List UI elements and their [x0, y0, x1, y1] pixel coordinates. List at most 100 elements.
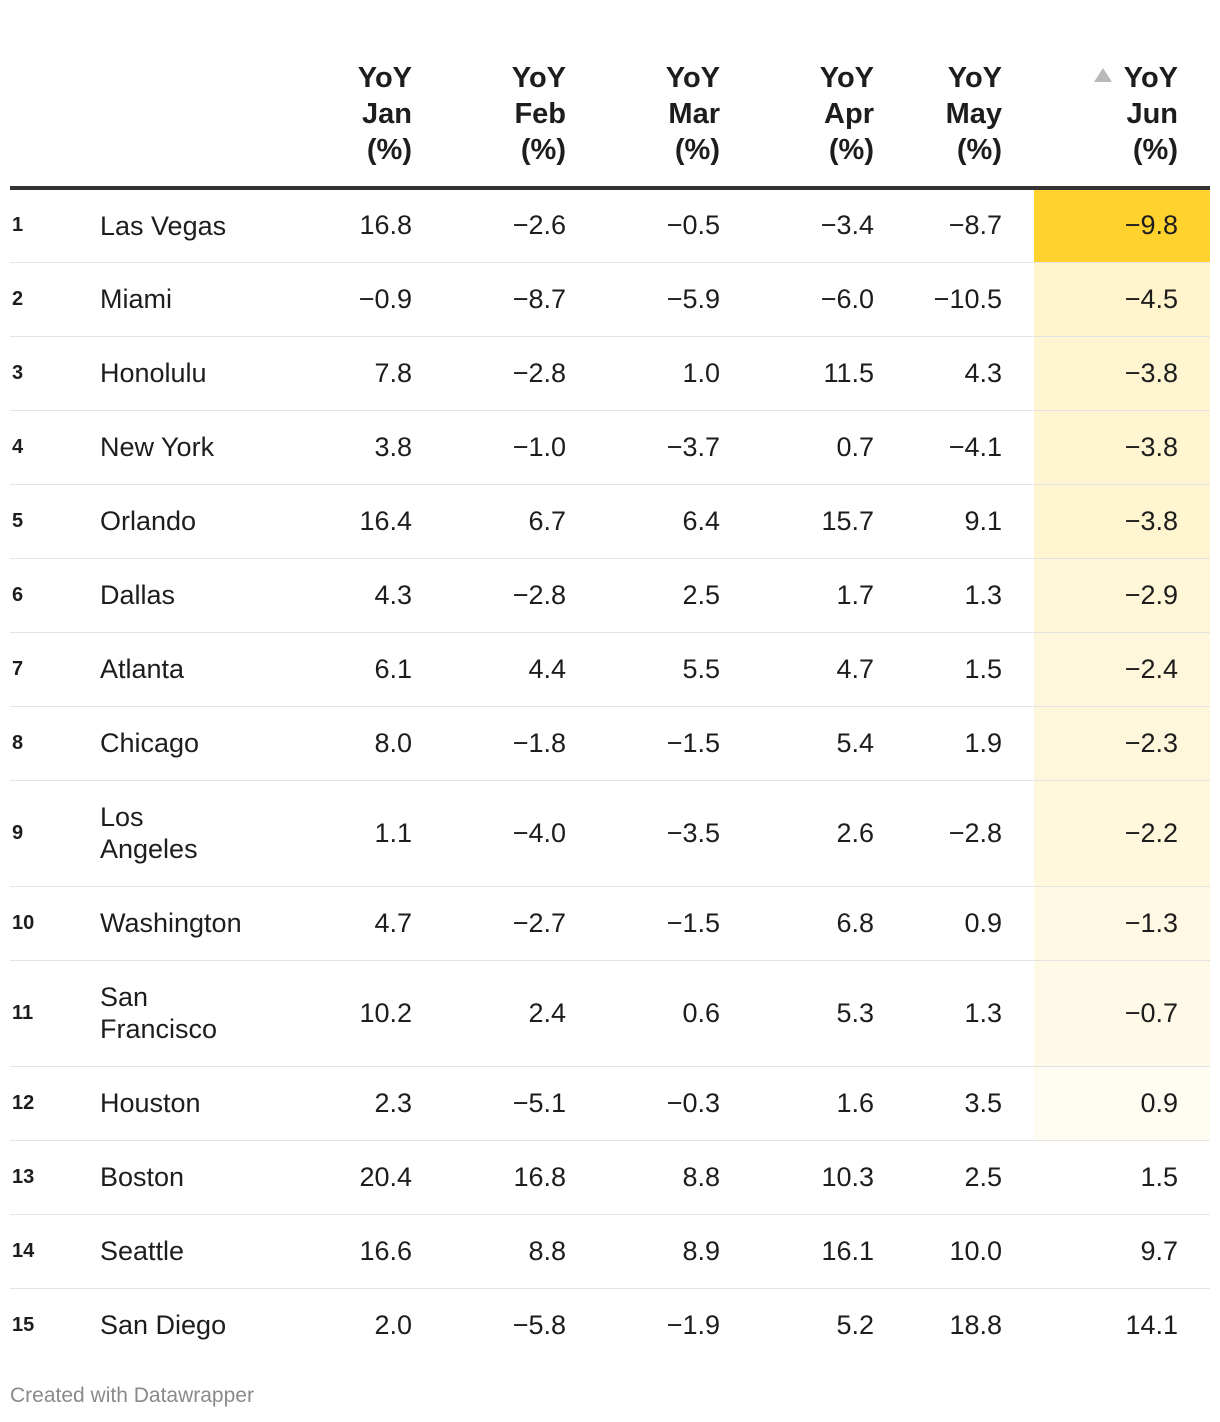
city-cell: Orlando — [100, 484, 262, 559]
value-cell-may: 1.5 — [874, 632, 1034, 707]
value-cell-apr: 16.1 — [720, 1214, 874, 1289]
table-row: 12 Houston 2.3 −5.1 −0.3 1.6 3.5 0.9 — [10, 1066, 1210, 1141]
column-header-line: (%) — [1132, 134, 1178, 166]
rank-cell: 10 — [10, 886, 100, 961]
city-cell: Houston — [100, 1066, 262, 1141]
table-row: 10 Washington 4.7 −2.7 −1.5 6.8 0.9 −1.3 — [10, 886, 1210, 961]
value-cell-jun: −3.8 — [1034, 336, 1210, 411]
column-header-label: YoY Apr (%) — [820, 60, 874, 168]
sort-ascending-icon[interactable] — [1093, 68, 1112, 82]
value-cell-may: −4.1 — [874, 410, 1034, 485]
value-cell-feb: −2.6 — [412, 188, 566, 263]
value-cell-apr: 0.7 — [720, 410, 874, 485]
table-row: 2 Miami −0.9 −8.7 −5.9 −6.0 −10.5 −4.5 — [10, 262, 1210, 337]
value-cell-apr: 1.6 — [720, 1066, 874, 1141]
value-cell-jun: −1.3 — [1034, 886, 1210, 961]
column-header-line: May — [945, 98, 1002, 130]
table-row: 15 San Diego 2.0 −5.8 −1.9 5.2 18.8 14.1 — [10, 1288, 1210, 1362]
value-cell-may: 3.5 — [874, 1066, 1034, 1141]
value-cell-jun: −0.7 — [1034, 960, 1210, 1067]
value-cell-jan: −0.9 — [262, 262, 412, 337]
city-cell: Miami — [100, 262, 262, 337]
column-header-jan[interactable]: YoY Jan (%) — [262, 36, 412, 190]
rank-cell: 13 — [10, 1140, 100, 1215]
table-row: 1 Las Vegas 16.8 −2.6 −0.5 −3.4 −8.7 −9.8 — [10, 188, 1210, 263]
column-header-label: YoY Mar (%) — [666, 60, 720, 168]
value-cell-mar: −1.5 — [566, 886, 720, 961]
column-header-label: YoY Jun (%) — [1093, 60, 1178, 168]
column-header-may[interactable]: YoY May (%) — [874, 36, 1034, 190]
column-header-line: YoY — [511, 62, 566, 94]
value-cell-feb: −2.8 — [412, 558, 566, 633]
value-cell-feb: 8.8 — [412, 1214, 566, 1289]
table-row: 13 Boston 20.4 16.8 8.8 10.3 2.5 1.5 — [10, 1140, 1210, 1215]
column-header-mar[interactable]: YoY Mar (%) — [566, 36, 720, 190]
city-cell: Las Vegas — [100, 188, 262, 263]
value-cell-jun: −2.4 — [1034, 632, 1210, 707]
column-header-feb[interactable]: YoY Feb (%) — [412, 36, 566, 190]
column-header-label: YoY May (%) — [946, 60, 1002, 168]
value-cell-may: −2.8 — [874, 780, 1034, 887]
column-header-line: (%) — [674, 134, 720, 166]
value-cell-mar: −3.5 — [566, 780, 720, 887]
rank-cell: 5 — [10, 484, 100, 559]
value-cell-may: 1.9 — [874, 706, 1034, 781]
rank-cell: 3 — [10, 336, 100, 411]
city-cell: Honolulu — [100, 336, 262, 411]
value-cell-jan: 16.6 — [262, 1214, 412, 1289]
column-header-line: Jan — [362, 98, 412, 130]
value-cell-jun: 9.7 — [1034, 1214, 1210, 1289]
city-cell: Chicago — [100, 706, 262, 781]
column-header-line: YoY — [357, 62, 412, 94]
value-cell-mar: −1.5 — [566, 706, 720, 781]
city-cell: Boston — [100, 1140, 262, 1215]
column-header-rank — [10, 36, 100, 190]
value-cell-apr: 6.8 — [720, 886, 874, 961]
value-cell-jun: 14.1 — [1125, 1309, 1178, 1340]
value-cell-feb: −1.8 — [412, 706, 566, 781]
value-cell-may: 10.0 — [874, 1214, 1034, 1289]
value-cell-mar: 2.5 — [566, 558, 720, 633]
city-cell: New York — [100, 410, 262, 485]
column-header-line: YoY — [947, 62, 1002, 94]
table-row: 3 Honolulu 7.8 −2.8 1.0 11.5 4.3 −3.8 — [10, 336, 1210, 411]
value-cell-apr: 11.5 — [720, 336, 874, 411]
rank-cell: 15 — [12, 1313, 35, 1336]
column-header-line: (%) — [956, 134, 1002, 166]
value-cell-jun: −2.3 — [1034, 706, 1210, 781]
value-cell-mar: 5.5 — [566, 632, 720, 707]
value-cell-jan: 1.1 — [262, 780, 412, 887]
column-header-apr[interactable]: YoY Apr (%) — [720, 36, 874, 190]
value-cell-mar: −0.5 — [566, 188, 720, 263]
value-cell-may: 0.9 — [874, 886, 1034, 961]
rank-cell: 6 — [10, 558, 100, 633]
city-cell: Dallas — [100, 558, 262, 633]
value-cell-mar: 8.8 — [566, 1140, 720, 1215]
value-cell-jan: 3.8 — [262, 410, 412, 485]
rank-cell: 1 — [10, 188, 100, 263]
table-header: YoY Jan (%) YoY Feb (%) YoY Mar (%) YoY Apr (%) YoY M… — [10, 36, 1210, 190]
city-cell: Atlanta — [100, 632, 262, 707]
value-cell-feb: 4.4 — [412, 632, 566, 707]
city-cell: Los Angeles — [100, 780, 262, 887]
data-table-container: YoY Jan (%) YoY Feb (%) YoY Mar (%) YoY Apr (%) YoY M… — [10, 36, 1210, 1362]
column-header-jun[interactable]: YoY Jun (%) — [1034, 36, 1210, 190]
value-cell-jan: 20.4 — [262, 1140, 412, 1215]
rank-cell: 4 — [10, 410, 100, 485]
value-cell-feb: −5.8 — [512, 1309, 566, 1340]
column-header-line: Mar — [668, 98, 720, 130]
table-row: 9 Los Angeles 1.1 −4.0 −3.5 2.6 −2.8 −2.2 — [10, 780, 1210, 887]
value-cell-jan: 6.1 — [262, 632, 412, 707]
value-cell-jun: −9.8 — [1034, 188, 1210, 263]
value-cell-mar: 0.6 — [566, 960, 720, 1067]
value-cell-feb: −8.7 — [412, 262, 566, 337]
table-row: 5 Orlando 16.4 6.7 6.4 15.7 9.1 −3.8 — [10, 484, 1210, 559]
value-cell-may: 1.3 — [874, 558, 1034, 633]
value-cell-apr: 2.6 — [720, 780, 874, 887]
rank-cell: 2 — [10, 262, 100, 337]
footer-credit[interactable]: Created with Datawrapper — [10, 1384, 254, 1407]
value-cell-mar: −5.9 — [566, 262, 720, 337]
rank-cell: 9 — [10, 780, 100, 887]
column-header-line: YoY — [665, 62, 720, 94]
value-cell-feb: 2.4 — [412, 960, 566, 1067]
